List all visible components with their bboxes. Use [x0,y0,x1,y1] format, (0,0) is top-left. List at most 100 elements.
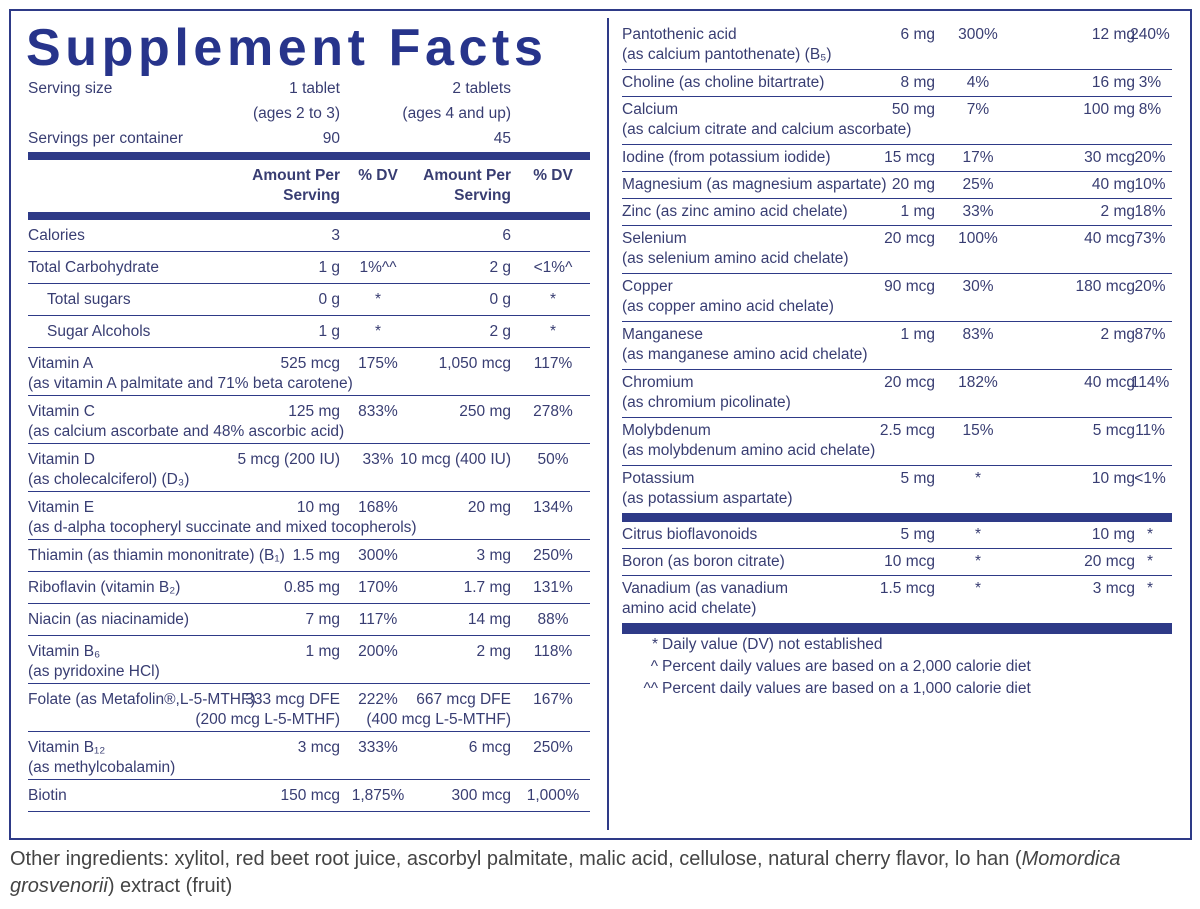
nutrient-row: Iodine (from potassium iodide) 15 mcg 17% 3… [622,145,1172,172]
amount-1: 6 mg [900,26,935,43]
dv-2: 250% [533,547,573,564]
nutrient-name: Calories [28,227,85,244]
dv-1: 30% [962,278,994,295]
nutrient-row: Total Carbohydrate 1 g 1%^^ 2 g <1%^ [28,252,590,284]
nutrient-name: Vitamin D [28,451,95,468]
nutrient-detail: (as pyridoxine HCl) [28,663,160,680]
nutrient-row: Vanadium (as vanadium 1.5 mcg * 3 mcg * amino… [622,576,1172,624]
dv-1: 17% [962,149,994,166]
nutrient-detail: (as calcium pantothenate) (B₅) [622,46,832,63]
amount-2: 40 mcg [1084,374,1135,391]
dv-2: 73% [1134,230,1166,247]
dv-1: * [374,291,382,308]
row-line: Biotin 150 mcg 1,875% 300 mcg 1,000% [28,786,590,806]
amount-1: 0.85 mg [283,579,340,596]
dv-1: 175% [358,355,398,372]
nutrient-row: Thiamin (as thiamin mononitrate) (B₁) 1.5… [28,540,590,572]
row-line: (200 mcg L-5-MTHF) (400 mcg L-5-MTHF) [28,710,590,730]
dv-1: 100% [958,230,998,247]
dv-1: 200% [358,643,398,660]
column-headers: Amount Per Serving % DV Amount Per Serving % … [28,160,590,212]
nutrient-detail: (as calcium ascorbate and 48% ascorbic a… [28,423,345,440]
label-frame [9,9,1192,840]
dv-1: * [974,553,982,570]
row-line: (as calcium ascorbate and 48% ascorbic a… [28,422,590,442]
dv-1: 833% [358,403,398,420]
footnote-text: Daily value (DV) not established [662,636,883,653]
nutrient-name: Potassium [622,470,695,487]
nutrient-detail: amino acid chelate) [622,600,757,617]
dv-2: 250% [533,739,573,756]
dv-1: 15% [962,422,994,439]
amount-2: 40 mg [1091,176,1135,193]
dv-2: 134% [533,499,573,516]
nutrient-row: Vitamin A 525 mcg 175% 1,050 mcg 117% (as vit… [28,348,590,396]
nutrient-name: Vitamin A [28,355,94,372]
nutrient-name: Copper [622,278,673,295]
dv-1: 182% [958,374,998,391]
amount-2: 6 [502,227,511,244]
dv-1: 170% [358,579,398,596]
amount-1: 5 mcg (200 IU) [237,451,340,468]
dv-2: 1,000% [526,787,580,804]
servings-1: 90 [322,130,340,147]
footnote-text: Percent daily values are based on a 1,00… [662,680,1031,697]
dv-2: <1% [1134,470,1166,487]
amount-1: 5 mg [900,470,935,487]
amount-2: 2 mg [476,643,511,660]
dv-1: 222% [358,691,398,708]
row-line: (as potassium aspartate) [622,489,1172,509]
amount-2: 10 mg [1091,526,1135,543]
row-line: Manganese 1 mg 83% 2 mg 87% [622,325,1172,345]
nutrient-name: Selenium [622,230,687,247]
amount-2: 1,050 mcg [438,355,511,372]
column-header: Amount Per [252,167,340,184]
nutrient-row: Magnesium (as magnesium aspartate) 20 mg 2… [622,172,1172,199]
row-line: Magnesium (as magnesium aspartate) 20 mg 2… [622,175,1172,195]
amount-2: 3 mcg [1092,580,1135,597]
nutrient-row: Vitamin B₁₂ 3 mcg 333% 6 mcg 250% (as methylc… [28,732,590,780]
dv-1: 333% [358,739,398,756]
nutrient-name: Boron (as boron citrate) [622,553,785,570]
nutrient-name: Total sugars [47,291,131,308]
other-ingredients: Other ingredients: xylitol, red beet roo… [10,846,1180,900]
amount-2: 667 mcg DFE [416,691,511,708]
nutrient-name: Vitamin C [28,403,95,420]
amount-2: 3 mg [476,547,511,564]
row-line: (as molybdenum amino acid chelate) [622,441,1172,461]
nutrient-row: Folate (as Metafolin®,L-5-MTHF) 333 mcg D… [28,684,590,732]
dv-2: 88% [537,611,569,628]
dv-1: 300% [958,26,998,43]
amount-1: 1 g [318,323,340,340]
nutrient-row: Sugar Alcohols 1 g * 2 g * [28,316,590,348]
nutrient-row: Chromium 20 mcg 182% 40 mcg 114% (as chromium… [622,370,1172,418]
column-header: Serving [454,187,511,204]
nutrient-row: Citrus bioflavonoids 5 mg * 10 mg * [622,522,1172,549]
amount-2: 14 mg [467,611,511,628]
dv-2: 20% [1134,149,1166,166]
nutrient-name: Zinc (as zinc amino acid chelate) [622,203,848,220]
row-line: (as pyridoxine HCl) [28,662,590,682]
row-line: Vitamin B₁₂ 3 mcg 333% 6 mcg 250% [28,738,590,758]
nutrient-name: Folate (as Metafolin®,L-5-MTHF) [28,691,256,708]
row-line: Vitamin B₆ 1 mg 200% 2 mg 118% [28,642,590,662]
nutrient-detail: (as molybdenum amino acid chelate) [622,442,876,459]
ingredient-text: Momordica grosvenorii [10,848,1121,897]
nutrient-detail: (as selenium amino acid chelate) [622,250,849,267]
dv-1: 1%^^ [359,259,397,276]
row-line: Folate (as Metafolin®,L-5-MTHF) 333 mcg D… [28,690,590,710]
nutrient-row: Calcium 50 mg 7% 100 mg 8% (as calcium citrat… [622,97,1172,145]
row-line: (as manganese amino acid chelate) [622,345,1172,365]
dv-1: 117% [358,611,398,628]
amount-2: 20 mg [467,499,511,516]
amount-2: 300 mcg [451,787,511,804]
row-line: (as calcium citrate and calcium ascorbat… [622,120,1172,140]
row-line: Niacin (as niacinamide) 7 mg 117% 14 mg 88% [28,610,590,630]
amount-1: 3 [331,227,340,244]
amount-1: 15 mcg [884,149,935,166]
dv-1: 33% [362,451,394,468]
dv-2: 278% [533,403,573,420]
amount-1: 1 g [318,259,340,276]
dv-2: * [1146,553,1154,570]
